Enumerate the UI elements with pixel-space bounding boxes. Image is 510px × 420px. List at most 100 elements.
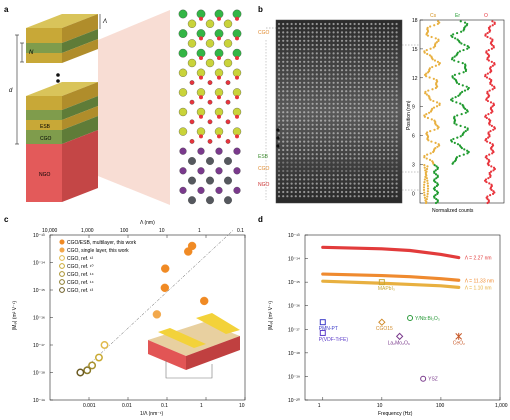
o-profile-point [485, 116, 488, 120]
cs-profile-point [423, 191, 426, 194]
oxygen-atom [199, 16, 203, 21]
er-profile-point [462, 131, 466, 134]
o-profile-point [492, 190, 495, 193]
atom [215, 147, 223, 155]
cs-profile-point [430, 35, 433, 39]
o-profile-point [489, 37, 492, 40]
cs-profile-point [436, 124, 439, 127]
c-legend-entry: CGO, ref. ¹² [67, 256, 93, 262]
er-profile-point [433, 186, 437, 189]
d-ytick-label: 10⁻¹⁴ [288, 257, 300, 263]
atom [206, 157, 214, 165]
cs-profile-point [423, 166, 426, 169]
c-data-point [95, 353, 103, 362]
er-profile-point [451, 75, 454, 78]
er-profile-point [434, 201, 438, 205]
oxygen-atom [235, 36, 239, 41]
cgo-label: CGO [40, 136, 52, 142]
o-profile-point [487, 131, 490, 134]
cs-profile-point [433, 24, 436, 27]
oxygen-atom [235, 95, 239, 100]
er-profile-point [466, 45, 469, 48]
o-profile-point [485, 97, 488, 100]
d-curve [321, 279, 461, 289]
oxygen-atom [235, 16, 239, 21]
er-profile-point [451, 56, 454, 60]
cs-profile-point [426, 187, 430, 190]
oxygen-atom [217, 36, 221, 41]
cs-profile-point [426, 184, 430, 188]
cs-profile-point [425, 72, 428, 75]
d-curve-label: Λ = 1.10 nm [465, 285, 492, 291]
b-ytick-label: 15 [412, 47, 418, 53]
o-profile-point [492, 166, 496, 169]
o-profile-point [492, 102, 495, 105]
c-toptick-label: 10 [159, 228, 165, 234]
cs-profile-point [426, 153, 429, 156]
cs-profile-point [435, 101, 439, 104]
cs-profile-point [430, 55, 433, 58]
crystal-structure [178, 9, 242, 205]
er-profile-point [459, 124, 462, 127]
cs-profile-point [435, 105, 439, 108]
o-profile-point [487, 59, 490, 62]
er-profile-point [453, 77, 456, 80]
o-profile-point [491, 38, 494, 41]
o-profile-point [489, 194, 492, 197]
er-profile-point [456, 38, 459, 41]
o-profile-point [486, 52, 489, 56]
atom [178, 68, 188, 77]
er-profile-point [451, 99, 454, 103]
oxygen-atom [235, 134, 239, 139]
er-profile-point [453, 59, 456, 62]
er-profile-point [433, 170, 436, 173]
o-profile-point [490, 165, 493, 168]
d-material-point [420, 375, 427, 382]
c-ylabel: |Mₑₗ| (m² V⁻¹) [12, 301, 18, 330]
atom [189, 139, 195, 144]
atom [223, 39, 233, 48]
o-profile-point [491, 24, 494, 27]
er-profile-point [461, 103, 464, 107]
o-profile-point [487, 136, 490, 139]
o-profile-point [487, 177, 490, 180]
er-profile-point [467, 86, 470, 90]
d-material-point [395, 332, 404, 341]
o-profile-point [493, 21, 496, 24]
panel-c-chart: 10⁻¹³ 10⁻¹⁴ 10⁻¹⁵ 10⁻¹⁶ 10⁻¹⁷ 10⁻¹⁸ 10⁻¹⁹ 0.001… [12, 220, 246, 417]
er-profile-point [461, 62, 464, 65]
cs-profile-point [435, 79, 438, 82]
b-ytick-label: 9 [412, 105, 415, 111]
c-data-point [83, 366, 92, 375]
d-xtick-label: 1,000 [495, 403, 508, 409]
atom [207, 119, 213, 125]
b-label-ngo: NGO [258, 182, 270, 188]
b-ytick-label: 0 [412, 191, 415, 197]
atom [225, 119, 231, 125]
cs-profile-point [423, 183, 426, 186]
er-profile-point [434, 194, 437, 197]
atom [225, 99, 231, 105]
o-profile-point [489, 65, 492, 69]
cs-profile-point [433, 59, 437, 62]
atom [178, 107, 188, 117]
cs-profile-point [437, 38, 440, 41]
er-profile-point [454, 96, 457, 99]
c-data-point [88, 361, 97, 370]
atom [207, 139, 213, 144]
o-profile-point [490, 170, 493, 173]
cs-profile-point [430, 140, 433, 143]
d-curve-label: Λ = 2.27 nm [465, 256, 492, 262]
o-profile-point [490, 183, 493, 186]
d-material-label: La₂Mo₂O₉ [388, 340, 410, 346]
atom [187, 58, 197, 68]
er-profile-point [463, 21, 467, 24]
c-legend-entry: CGO, ref. ¹⁰ [67, 264, 93, 270]
o-profile-point [484, 33, 487, 36]
cs-profile-point [429, 152, 432, 155]
d-ytick-label: 10⁻¹⁶ [288, 304, 300, 310]
c-data-point [152, 310, 162, 319]
oxygen-atom [217, 134, 221, 139]
atom [188, 157, 196, 165]
b-ytick-label: 6 [412, 134, 415, 140]
